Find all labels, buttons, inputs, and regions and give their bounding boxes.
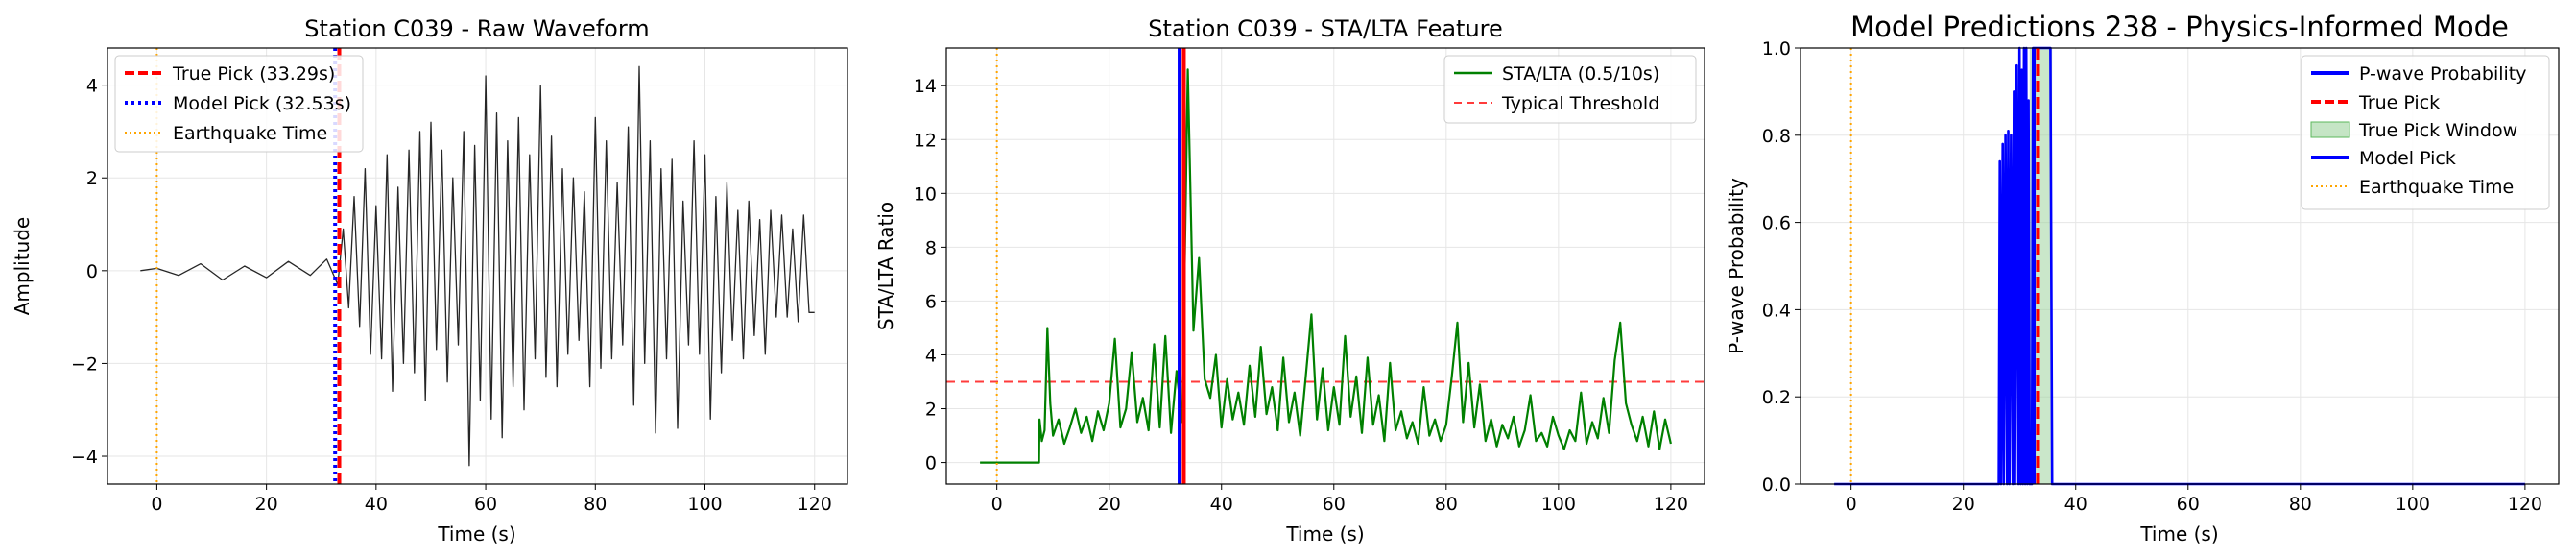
panel-sta-lta: 0 20 40 60 80 100 120 0 2 4 6 8 10 12 14 Station C039… [874, 15, 1705, 546]
legend-label-sta-lta: STA/LTA (0.5/10s) [1502, 63, 1659, 85]
axes-frame-3 [1800, 47, 2560, 485]
panel-raw-waveform: 0 20 40 60 80 100 120 −4 −2 0 2 4 Station C039 - R… [11, 15, 848, 546]
y-tick-label: 0.0 [1762, 474, 1791, 496]
chart-title-3: Model Predictions 238 - Physics-Informed… [1850, 11, 2509, 43]
x-tick-label: 0 [991, 494, 1003, 515]
x-tick-label: 120 [798, 494, 832, 515]
legend-1: True Pick (33.29s) Model Pick (32.53s) E… [114, 55, 364, 153]
y-axis-label-2: STA/LTA Ratio [874, 202, 897, 330]
x-tick-label: 80 [2289, 494, 2312, 515]
y-tick-label: 4 [86, 76, 98, 97]
legend-label-earthquake-3: Earthquake Time [2359, 177, 2514, 198]
x-tick-label: 100 [1541, 494, 1576, 515]
y-tick-label: 1.0 [1762, 38, 1791, 60]
x-tick-label: 20 [255, 494, 278, 515]
y-tick-label: 0 [925, 453, 937, 474]
legend-box-3 [2301, 55, 2550, 210]
x-axis-label-2: Time (s) [1285, 523, 1364, 546]
legend-label-p-wave: P-wave Probability [2359, 63, 2527, 85]
x-tick-label: 40 [1210, 494, 1233, 515]
legend-box-1 [114, 55, 364, 153]
x-tick-label: 20 [1098, 494, 1121, 515]
x-tick-label: 20 [1952, 494, 1975, 515]
series-2 [980, 68, 1672, 464]
legend-label-window: True Pick Window [2358, 120, 2517, 141]
legend-swatch-window [2310, 121, 2350, 138]
y-tick-label: 0.2 [1762, 387, 1791, 408]
x-ticks-1: 0 20 40 60 80 100 120 [151, 484, 832, 515]
legend-label-true-pick: True Pick (33.29s) [172, 63, 335, 85]
y-tick-label: 4 [925, 345, 937, 366]
series-line [980, 68, 1672, 464]
x-tick-label: 120 [2508, 494, 2542, 515]
x-tick-label: 0 [1846, 494, 1857, 515]
x-tick-label: 120 [1654, 494, 1688, 515]
x-tick-label: 80 [584, 494, 607, 515]
x-tick-label: 80 [1435, 494, 1458, 515]
y-tick-label: 10 [914, 183, 937, 205]
x-tick-label: 0 [151, 494, 162, 515]
legend-2: STA/LTA (0.5/10s) Typical Threshold [1443, 55, 1697, 124]
axes-frame-1 [107, 47, 848, 485]
y-tick-label: 6 [925, 291, 937, 312]
y-tick-label: 0.4 [1762, 300, 1791, 321]
y-tick-label: 2 [925, 400, 937, 421]
y-tick-label: 0.6 [1762, 213, 1791, 234]
y-tick-label: −2 [71, 353, 98, 375]
y-tick-label: 8 [925, 237, 937, 258]
x-axis-label-1: Time (s) [437, 523, 515, 546]
x-tick-label: 60 [474, 494, 497, 515]
y-tick-label: 2 [86, 168, 98, 189]
x-tick-label: 100 [687, 494, 722, 515]
y-tick-label: 12 [914, 130, 937, 151]
y-tick-label: 14 [914, 76, 937, 97]
legend-box-2 [1443, 55, 1697, 124]
x-ticks-2: 0 20 40 60 80 100 120 [991, 484, 1688, 515]
x-tick-label: 100 [2396, 494, 2430, 515]
legend-label-model-pick: Model Pick (32.53s) [173, 93, 351, 114]
vlines-2 [995, 48, 1186, 484]
y-ticks-3: 0.0 0.2 0.4 0.6 0.8 1.0 [1762, 38, 1801, 496]
y-tick-label: 0 [86, 261, 98, 282]
chart-title-2: Station C039 - STA/LTA Feature [1148, 15, 1503, 42]
x-tick-label: 40 [2064, 494, 2087, 515]
legend-3: P-wave Probability True Pick True Pick W… [2301, 55, 2550, 210]
y-axis-label-1: Amplitude [11, 217, 34, 316]
y-tick-label: −4 [71, 447, 98, 468]
y-ticks-2: 0 2 4 6 8 10 12 14 [914, 76, 946, 474]
legend-label-earthquake-time: Earthquake Time [173, 123, 327, 144]
chart-title-1: Station C039 - Raw Waveform [304, 15, 649, 42]
axes-frame-2 [945, 47, 1705, 485]
x-ticks-3: 0 20 40 60 80 100 120 [1846, 484, 2542, 515]
legend-label-threshold: Typical Threshold [1501, 93, 1659, 114]
series-1 [140, 65, 815, 467]
panel-model-predictions: 0 20 40 60 80 100 120 0.0 0.2 0.4 0.6 0.8 1.0 Model… [1725, 11, 2560, 546]
legend-label-model-pick-3: Model Pick [2359, 148, 2456, 169]
legend-label-true-pick-3: True Pick [2358, 92, 2440, 113]
y-axis-label-3: P-wave Probability [1725, 178, 1748, 354]
x-axis-label-3: Time (s) [2139, 523, 2218, 546]
x-tick-label: 40 [365, 494, 388, 515]
x-tick-label: 60 [1323, 494, 1346, 515]
y-ticks-1: −4 −2 0 2 4 [71, 76, 107, 468]
vlines-3 [1849, 48, 2040, 484]
x-tick-label: 60 [2177, 494, 2200, 515]
series-line [140, 65, 815, 467]
y-tick-label: 0.8 [1762, 126, 1791, 147]
